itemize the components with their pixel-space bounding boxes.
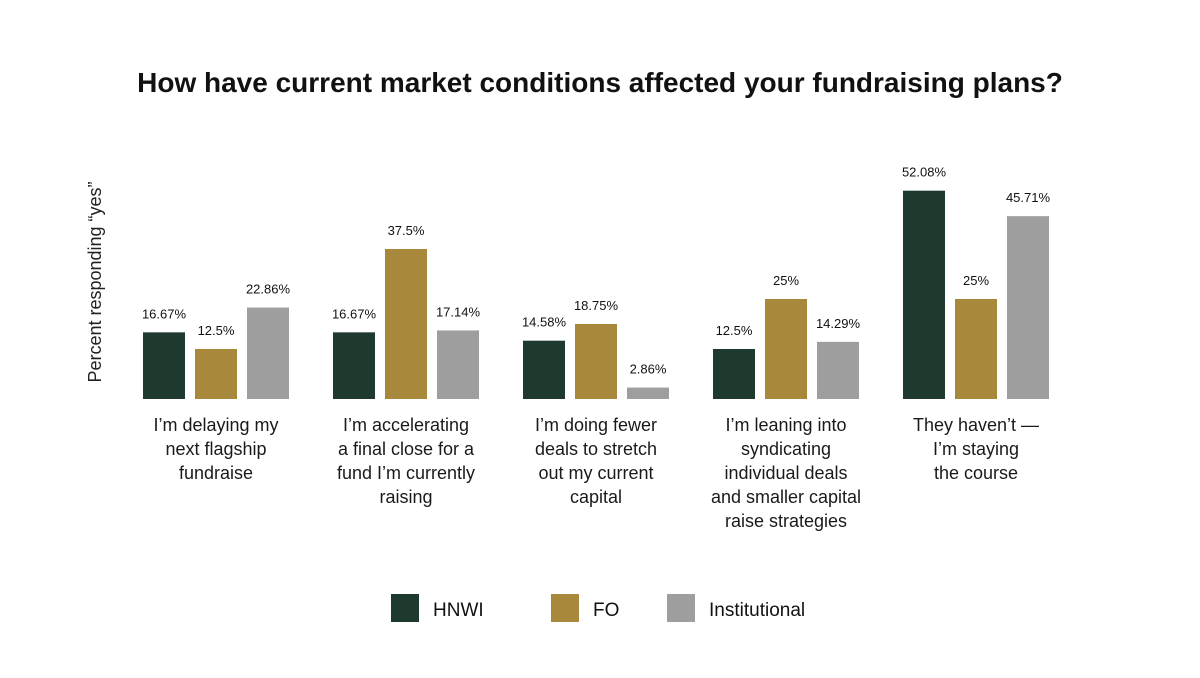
category-label: I’m delaying my: [153, 415, 278, 435]
bar-institutional-4: [817, 341, 859, 399]
bar-institutional-5: [1007, 216, 1049, 399]
bar-hnwi-5: [903, 190, 945, 399]
legend-swatch-fo: [551, 594, 579, 622]
bar-hnwi-1: [143, 332, 185, 399]
y-axis-label: Percent responding “yes”: [85, 181, 105, 382]
bar-institutional-1: [247, 307, 289, 399]
bars-layer: [143, 190, 1049, 399]
value-label: 18.75%: [574, 298, 619, 313]
bar-institutional-3: [627, 387, 669, 399]
value-label: 45.71%: [1006, 190, 1051, 205]
category-label: I’m staying: [933, 439, 1019, 459]
category-label: raising: [379, 487, 432, 507]
category-label: a final close for a: [338, 439, 475, 459]
category-label: next flagship: [165, 439, 266, 459]
bar-fo-2: [385, 249, 427, 399]
bar-fo-3: [575, 324, 617, 399]
legend-label-fo: FO: [593, 600, 619, 621]
category-label: out my current: [538, 463, 653, 483]
bar-fo-5: [955, 299, 997, 399]
bar-hnwi-3: [523, 340, 565, 399]
category-label: capital: [570, 487, 622, 507]
legend-swatch-institutional: [667, 594, 695, 622]
value-label: 16.67%: [142, 306, 187, 321]
category-labels-layer: I’m delaying my next flagship fundraise I’m…: [153, 415, 1039, 531]
bar-hnwi-2: [333, 332, 375, 399]
legend: HNWI FO Institutional: [391, 594, 805, 622]
legend-swatch-hnwi: [391, 594, 419, 622]
chart-title: How have current market conditions affec…: [137, 67, 1063, 98]
value-label: 37.5%: [388, 223, 425, 238]
category-label: I’m accelerating: [343, 415, 469, 435]
bar-institutional-2: [437, 330, 479, 399]
category-label: deals to stretch: [535, 439, 657, 459]
value-label: 52.08%: [902, 165, 947, 180]
category-label: I’m leaning into: [725, 415, 846, 435]
value-label: 25%: [963, 273, 989, 288]
category-label: syndicating: [741, 439, 831, 459]
bar-hnwi-4: [713, 349, 755, 399]
bar-fo-4: [765, 299, 807, 399]
category-label: They haven’t —: [913, 415, 1039, 435]
category-label: fund I’m currently: [337, 463, 475, 483]
value-label: 12.5%: [198, 323, 235, 338]
value-labels-layer: 16.67% 12.5% 22.86% 16.67% 37.5% 17.14% 14.58%…: [142, 165, 1051, 377]
legend-label-hnwi: HNWI: [433, 600, 484, 621]
legend-label-institutional: Institutional: [709, 600, 805, 621]
value-label: 22.86%: [246, 282, 291, 297]
value-label: 12.5%: [716, 323, 753, 338]
category-label: I’m doing fewer: [535, 415, 657, 435]
category-label: fundraise: [179, 463, 253, 483]
value-label: 14.58%: [522, 315, 567, 330]
value-label: 14.29%: [816, 316, 861, 331]
value-label: 2.86%: [630, 362, 667, 377]
category-label: individual deals: [724, 463, 847, 483]
category-label: and smaller capital: [711, 487, 861, 507]
bar-fo-1: [195, 349, 237, 399]
category-label: the course: [934, 463, 1018, 483]
value-label: 16.67%: [332, 306, 377, 321]
value-label: 25%: [773, 273, 799, 288]
category-label: raise strategies: [725, 511, 847, 531]
value-label: 17.14%: [436, 304, 481, 319]
